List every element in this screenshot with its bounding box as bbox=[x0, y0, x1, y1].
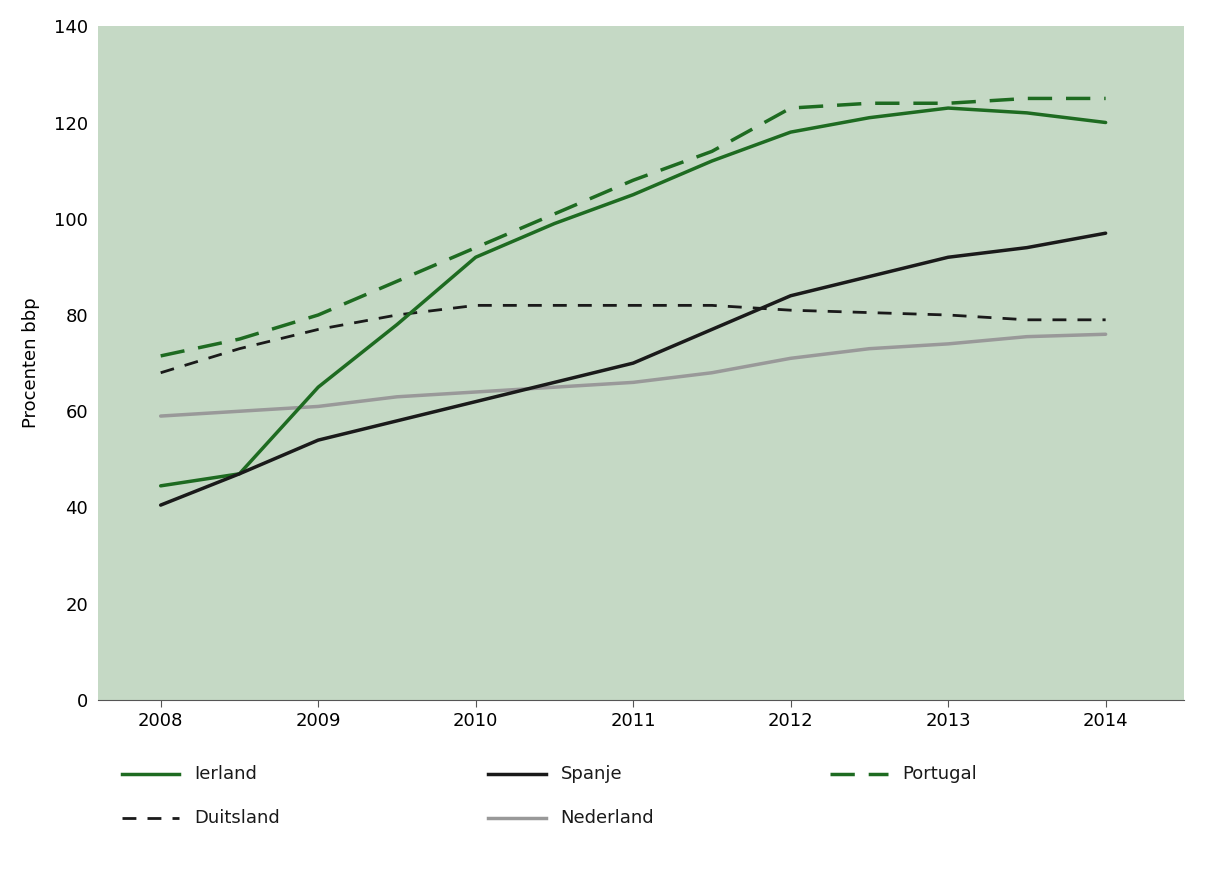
Text: Ierland: Ierland bbox=[194, 766, 256, 783]
Text: Portugal: Portugal bbox=[902, 766, 977, 783]
Text: Nederland: Nederland bbox=[560, 809, 654, 827]
Text: Spanje: Spanje bbox=[560, 766, 621, 783]
Text: Duitsland: Duitsland bbox=[194, 809, 280, 827]
Y-axis label: Procenten bbp: Procenten bbp bbox=[22, 298, 40, 429]
